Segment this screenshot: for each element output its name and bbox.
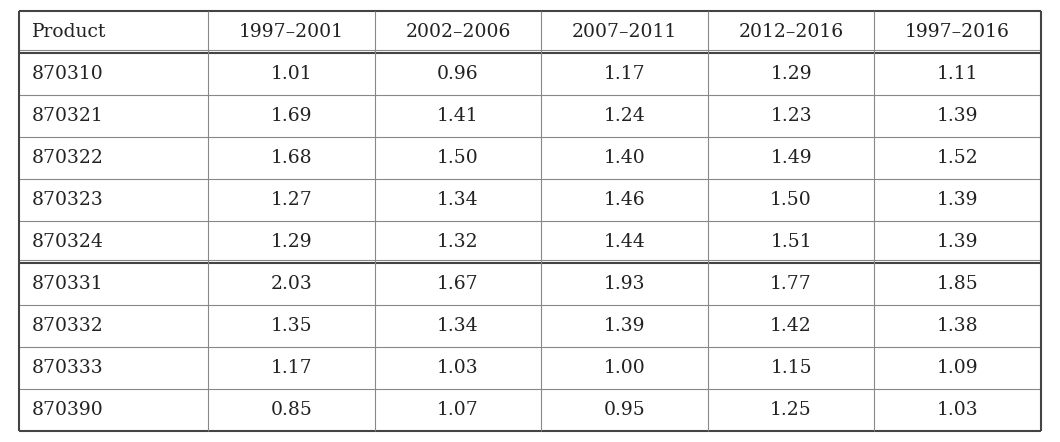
Text: 870390: 870390 [32, 401, 104, 419]
Text: 1.39: 1.39 [937, 107, 978, 125]
Text: 870331: 870331 [32, 275, 104, 293]
Text: 0.85: 0.85 [270, 401, 313, 419]
Text: 1.15: 1.15 [771, 359, 812, 377]
Text: 1.00: 1.00 [603, 359, 646, 377]
Text: 1.51: 1.51 [771, 233, 812, 251]
Text: 1.69: 1.69 [270, 107, 312, 125]
Text: 870310: 870310 [32, 65, 104, 83]
Text: 1.44: 1.44 [603, 233, 646, 251]
Text: 1.93: 1.93 [604, 275, 646, 293]
Text: 1.34: 1.34 [437, 317, 479, 335]
Text: 1.50: 1.50 [771, 191, 812, 209]
Text: 2007–2011: 2007–2011 [572, 23, 677, 41]
Text: 1.11: 1.11 [937, 65, 978, 83]
Text: 1.85: 1.85 [937, 275, 978, 293]
Text: 2012–2016: 2012–2016 [739, 23, 844, 41]
Text: 870322: 870322 [32, 149, 104, 167]
Text: 1.42: 1.42 [771, 317, 812, 335]
Text: 1.03: 1.03 [937, 401, 978, 419]
Text: 1.52: 1.52 [937, 149, 978, 167]
Text: 1.39: 1.39 [937, 191, 978, 209]
Text: 1.03: 1.03 [437, 359, 479, 377]
Text: 1.38: 1.38 [937, 317, 978, 335]
Text: 1.77: 1.77 [771, 275, 812, 293]
Text: Product: Product [32, 23, 106, 41]
Text: 870321: 870321 [32, 107, 104, 125]
Text: 2002–2006: 2002–2006 [405, 23, 511, 41]
Text: 1.67: 1.67 [437, 275, 479, 293]
Text: 1997–2001: 1997–2001 [238, 23, 343, 41]
Text: 870333: 870333 [32, 359, 104, 377]
Text: 1.34: 1.34 [437, 191, 479, 209]
Text: 1.40: 1.40 [603, 149, 646, 167]
Text: 1.39: 1.39 [604, 317, 646, 335]
Text: 1.17: 1.17 [604, 65, 646, 83]
Text: 1.27: 1.27 [270, 191, 313, 209]
Text: 1.41: 1.41 [437, 107, 479, 125]
Text: 1.68: 1.68 [270, 149, 313, 167]
Text: 1.09: 1.09 [937, 359, 978, 377]
Text: 1.50: 1.50 [437, 149, 479, 167]
Text: 1997–2016: 1997–2016 [905, 23, 1010, 41]
Text: 1.35: 1.35 [270, 317, 313, 335]
Text: 1.24: 1.24 [603, 107, 646, 125]
Text: 1.39: 1.39 [937, 233, 978, 251]
Text: 1.07: 1.07 [437, 401, 479, 419]
Text: 1.29: 1.29 [771, 65, 812, 83]
Text: 870324: 870324 [32, 233, 104, 251]
Text: 1.25: 1.25 [771, 401, 812, 419]
Text: 1.29: 1.29 [270, 233, 313, 251]
Text: 1.46: 1.46 [604, 191, 646, 209]
Text: 2.03: 2.03 [270, 275, 313, 293]
Text: 1.49: 1.49 [771, 149, 812, 167]
Text: 870332: 870332 [32, 317, 104, 335]
Text: 1.01: 1.01 [270, 65, 313, 83]
Text: 1.23: 1.23 [771, 107, 812, 125]
Text: 0.96: 0.96 [437, 65, 479, 83]
Text: 870323: 870323 [32, 191, 104, 209]
Text: 0.95: 0.95 [603, 401, 646, 419]
Text: 1.17: 1.17 [270, 359, 313, 377]
Text: 1.32: 1.32 [437, 233, 479, 251]
